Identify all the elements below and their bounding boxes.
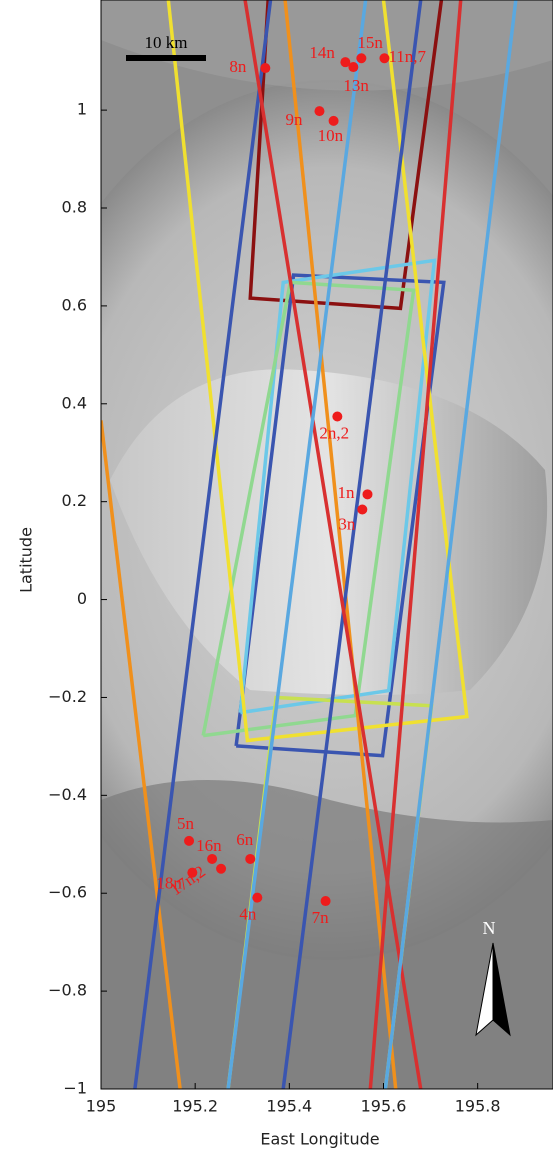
site-label: 1n (337, 483, 355, 502)
y-tick-label: 0.8 (62, 198, 87, 217)
x-tick-label: 195.8 (455, 1097, 501, 1116)
site-point (348, 62, 358, 72)
y-tick-label: −0.2 (48, 687, 87, 706)
y-tick-label: −0.8 (48, 981, 87, 1000)
site-label: 7n (312, 908, 330, 927)
y-axis-label: Latitude (17, 527, 36, 593)
site-point (321, 896, 331, 906)
y-tick-label: 0.6 (62, 295, 87, 314)
chart: 8n14n15n13n11n,79n10n2n,21n3n5n16n6n18n1… (0, 0, 553, 1153)
x-tick-label: 195.6 (361, 1097, 407, 1116)
y-tick-label: 0 (77, 589, 87, 608)
x-tick-label: 195.2 (172, 1097, 218, 1116)
site-label: 8n (229, 57, 247, 76)
site-point (357, 505, 367, 515)
site-label: 16n (196, 836, 222, 855)
x-axis-label: East Longitude (260, 1130, 379, 1149)
site-label: 14n (309, 43, 335, 62)
page: 8n14n15n13n11n,79n10n2n,21n3n5n16n6n18n1… (0, 0, 553, 1153)
y-tick-label: 0.4 (62, 393, 87, 412)
north-label: N (483, 918, 496, 938)
site-point (260, 63, 270, 73)
y-tick-label: 0.2 (62, 491, 87, 510)
site-label: 2n,2 (319, 423, 349, 442)
site-label: 5n (177, 814, 195, 833)
site-point (356, 53, 366, 63)
site-point (314, 106, 324, 116)
site-point (245, 854, 255, 864)
scale-label: 10 km (145, 33, 188, 52)
site-point (207, 854, 217, 864)
site-label: 15n (357, 33, 383, 52)
site-point (216, 864, 226, 874)
site-point (332, 412, 342, 422)
site-label: 3n (338, 514, 356, 533)
y-tick-label: −0.6 (48, 883, 87, 902)
site-label: 9n (285, 110, 303, 129)
y-tick-label: −1 (63, 1079, 87, 1098)
site-point (362, 489, 372, 499)
x-tick-label: 195.4 (266, 1097, 312, 1116)
x-tick-label: 195 (86, 1097, 117, 1116)
y-tick-label: 1 (77, 100, 87, 119)
terrain-image (0, 0, 553, 1089)
site-label: 6n (236, 830, 254, 849)
site-label: 4n (239, 905, 256, 924)
site-point (329, 116, 339, 126)
site-label: 13n (343, 76, 369, 95)
site-point (252, 893, 262, 903)
site-label: 10n (318, 126, 344, 145)
site-label: 11n,7 (388, 47, 426, 66)
site-point (184, 836, 194, 846)
y-tick-label: −0.4 (48, 785, 87, 804)
